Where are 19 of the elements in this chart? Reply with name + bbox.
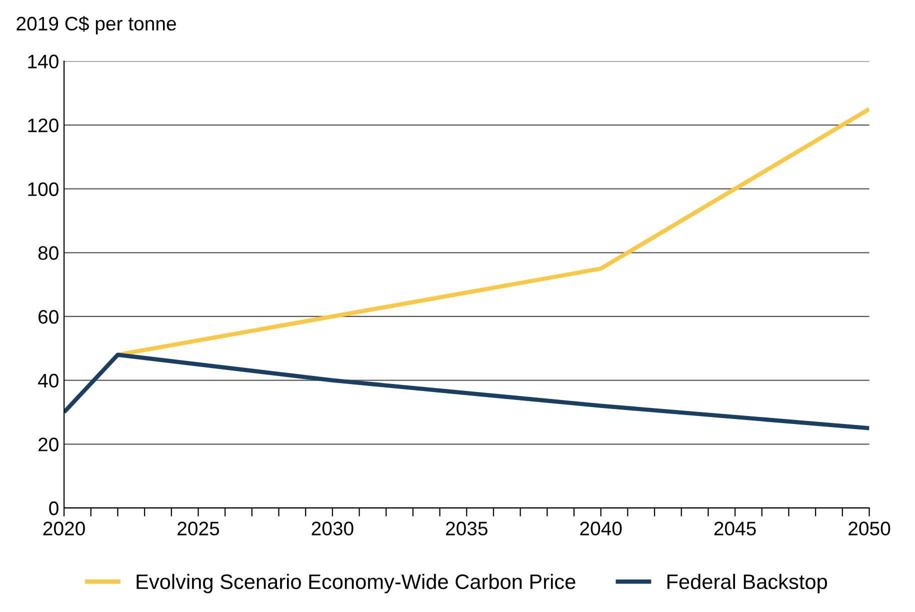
y-tick-label: 20: [38, 438, 58, 452]
x-tick-label: 2040: [580, 522, 622, 536]
y-tick-label: 140: [28, 54, 58, 68]
y-tick-label: 60: [38, 310, 58, 324]
legend-label: Evolving Scenario Economy-Wide Carbon Price: [136, 574, 576, 594]
x-tick-label: 2035: [446, 522, 488, 536]
y-axis-title: 2019 C$ per tonne: [16, 16, 176, 34]
y-tick-label: 120: [28, 118, 58, 132]
legend-label: Federal Backstop: [667, 574, 828, 594]
line-series: [64, 352, 870, 430]
y-tick-label: 100: [28, 182, 58, 196]
x-tick-label: 2020: [43, 522, 85, 536]
x-tick-label: 2045: [714, 522, 756, 536]
x-tick-label: 2030: [312, 522, 354, 536]
y-tick-label: 40: [38, 374, 58, 388]
y-tick-label: 80: [38, 246, 58, 260]
x-tick-label: 2025: [178, 522, 220, 536]
x-tick-label: 2050: [848, 522, 890, 536]
y-tick-label: 0: [49, 501, 58, 516]
